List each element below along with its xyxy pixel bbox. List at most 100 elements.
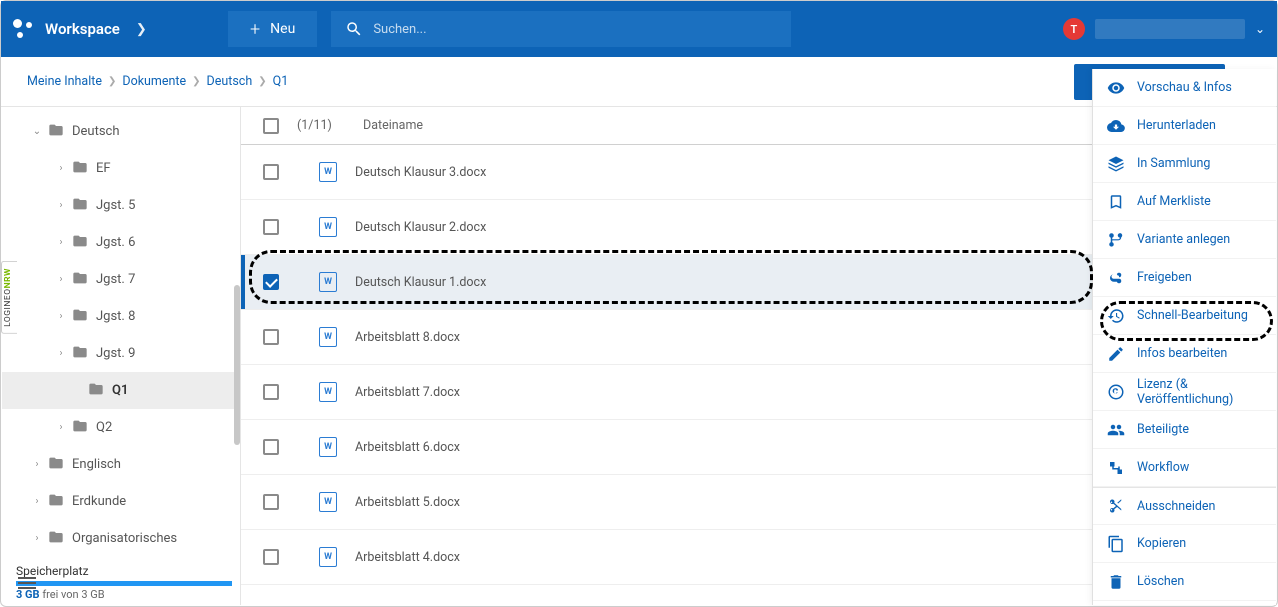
context-menu-item[interactable]: In Sammlung bbox=[1093, 145, 1276, 183]
sidebar-folder-item[interactable]: › EF bbox=[2, 150, 240, 187]
search-input[interactable] bbox=[373, 22, 777, 37]
folder-label: Jgst. 8 bbox=[96, 309, 135, 324]
new-button[interactable]: + Neu bbox=[228, 11, 317, 47]
file-name: Arbeitsblatt 8.docx bbox=[355, 330, 460, 345]
folder-label: EF bbox=[96, 161, 111, 176]
file-checkbox[interactable] bbox=[263, 439, 279, 455]
file-row[interactable]: WArbeitsblatt 7.docx bbox=[241, 365, 1092, 420]
sidebar-folder-item[interactable]: › Organisatorisches bbox=[2, 520, 240, 557]
chevron-right-icon[interactable]: › bbox=[30, 496, 44, 507]
file-row[interactable]: WArbeitsblatt 4.docx bbox=[241, 530, 1092, 585]
file-checkbox[interactable] bbox=[263, 384, 279, 400]
context-menu-item[interactable]: Infos bearbeiten bbox=[1093, 335, 1276, 373]
context-menu-item[interactable]: Kopieren bbox=[1093, 525, 1276, 563]
chevron-right-icon[interactable]: › bbox=[54, 237, 68, 248]
context-menu: Vorschau & Infos HerunterladenIn Sammlung… bbox=[1092, 69, 1276, 605]
word-file-icon: W bbox=[319, 382, 337, 402]
folder-label: Jgst. 5 bbox=[96, 198, 135, 213]
folder-icon bbox=[48, 492, 64, 512]
sidebar-folder-item[interactable]: Q1 bbox=[2, 372, 240, 409]
folder-icon bbox=[48, 529, 64, 549]
chevron-right-icon[interactable]: › bbox=[54, 274, 68, 285]
trash-icon bbox=[1107, 573, 1125, 591]
file-name: Arbeitsblatt 6.docx bbox=[355, 440, 460, 455]
chevron-right-icon[interactable]: › bbox=[54, 200, 68, 211]
workspace-switcher[interactable]: Workspace ❯ bbox=[13, 18, 228, 40]
context-menu-label: Löschen bbox=[1137, 574, 1184, 589]
logineo-tab[interactable]: LOGINEONRW bbox=[1, 261, 17, 334]
context-menu-item[interactable]: Auf Merkliste bbox=[1093, 183, 1276, 221]
search-icon bbox=[345, 20, 363, 38]
file-checkbox[interactable] bbox=[263, 219, 279, 235]
column-header-name[interactable]: Dateiname bbox=[363, 118, 423, 133]
sidebar-folder-item[interactable]: › Englisch bbox=[2, 446, 240, 483]
word-file-icon: W bbox=[319, 492, 337, 512]
folder-label: Englisch bbox=[72, 457, 121, 472]
file-row[interactable]: WDeutsch Klausur 3.docx bbox=[241, 145, 1092, 200]
file-row[interactable]: W Arbeitsblatt 5.docx bbox=[241, 475, 1092, 530]
folder-icon bbox=[48, 455, 64, 475]
file-checkbox[interactable] bbox=[263, 329, 279, 345]
chevron-right-icon[interactable]: › bbox=[30, 533, 44, 544]
new-button-label: Neu bbox=[270, 21, 295, 37]
breadcrumb-item[interactable]: Dokumente bbox=[122, 74, 186, 89]
sidebar-folder-item[interactable]: ›Q2 bbox=[2, 409, 240, 446]
context-menu-item[interactable]: Lizenz (& Veröffentlichung) bbox=[1093, 373, 1276, 411]
sidebar-folder-item[interactable]: › Jgst. 9 bbox=[2, 335, 240, 372]
user-menu[interactable]: T ⌄ bbox=[1063, 18, 1265, 40]
sidebar-folder-item[interactable]: ›Jgst. 6 bbox=[2, 224, 240, 261]
context-menu-label: Beteiligte bbox=[1137, 422, 1189, 437]
file-name: Deutsch Klausur 3.docx bbox=[355, 165, 486, 180]
folder-label: Organisatorisches bbox=[72, 531, 177, 546]
context-menu-item[interactable]: Beteiligte bbox=[1093, 411, 1276, 449]
file-checkbox[interactable] bbox=[263, 274, 279, 290]
breadcrumb-item[interactable]: Deutsch bbox=[207, 74, 253, 89]
breadcrumb-item[interactable]: Q1 bbox=[273, 74, 289, 89]
folder-icon bbox=[48, 122, 64, 142]
chevron-right-icon[interactable]: › bbox=[54, 311, 68, 322]
chevron-right-icon[interactable]: › bbox=[30, 459, 44, 470]
context-menu-item[interactable]: Workflow bbox=[1093, 449, 1276, 487]
context-menu-item[interactable]: Freigeben bbox=[1093, 259, 1276, 297]
context-menu-item[interactable]: Schnell-Bearbeitung bbox=[1093, 297, 1276, 335]
folder-icon bbox=[72, 196, 88, 216]
file-checkbox[interactable] bbox=[263, 164, 279, 180]
file-row[interactable]: WArbeitsblatt 8.docx bbox=[241, 310, 1092, 365]
menu-icon[interactable] bbox=[18, 577, 36, 589]
sidebar-folder-item[interactable]: ⌄Deutsch bbox=[2, 113, 240, 150]
file-row[interactable]: WArbeitsblatt 6.docx bbox=[241, 420, 1092, 475]
sidebar-folder-item[interactable]: ›Jgst. 7 bbox=[2, 261, 240, 298]
bookmark-icon bbox=[1107, 193, 1125, 211]
context-menu-item[interactable]: Herunterladen bbox=[1093, 107, 1276, 145]
file-row[interactable]: W Deutsch Klausur 2.docx bbox=[241, 200, 1092, 255]
sidebar-folder-item[interactable]: ›Erdkunde bbox=[2, 483, 240, 520]
context-menu-label: Vorschau & Infos bbox=[1137, 80, 1232, 95]
branch-icon bbox=[1107, 231, 1125, 249]
sidebar-folder-item[interactable]: › Jgst. 5 bbox=[2, 187, 240, 224]
file-name: Arbeitsblatt 4.docx bbox=[355, 550, 460, 565]
context-menu-item[interactable]: Variante anlegen bbox=[1093, 221, 1276, 259]
file-checkbox[interactable] bbox=[263, 549, 279, 565]
folder-label: Jgst. 9 bbox=[96, 346, 135, 361]
chevron-down-icon[interactable]: ⌄ bbox=[30, 126, 44, 137]
pencil-icon bbox=[1107, 345, 1125, 363]
file-row[interactable]: WDeutsch Klausur 1.docx bbox=[241, 255, 1092, 310]
breadcrumb-item[interactable]: Meine Inhalte bbox=[27, 74, 102, 89]
context-menu-item[interactable]: Vorschau & Infos bbox=[1093, 69, 1276, 107]
file-name: Deutsch Klausur 2.docx bbox=[355, 220, 486, 235]
chevron-right-icon[interactable]: › bbox=[54, 163, 68, 174]
context-menu-label: Infos bearbeiten bbox=[1137, 346, 1227, 361]
file-checkbox[interactable] bbox=[263, 494, 279, 510]
context-menu-item[interactable]: Löschen bbox=[1093, 563, 1276, 601]
sidebar-folder-item[interactable]: › Jgst. 8 bbox=[2, 298, 240, 335]
word-file-icon: W bbox=[319, 217, 337, 237]
context-menu-item[interactable]: Ausschneiden bbox=[1093, 487, 1276, 525]
search-box[interactable] bbox=[331, 11, 791, 47]
cloud-down-icon bbox=[1107, 117, 1125, 135]
select-all-checkbox[interactable] bbox=[263, 118, 279, 134]
chevron-right-icon[interactable]: › bbox=[54, 348, 68, 359]
workspace-title: Workspace bbox=[45, 20, 120, 38]
chevron-right-icon[interactable]: › bbox=[54, 422, 68, 433]
file-name: Arbeitsblatt 5.docx bbox=[355, 495, 460, 510]
scrollbar[interactable] bbox=[234, 285, 240, 445]
